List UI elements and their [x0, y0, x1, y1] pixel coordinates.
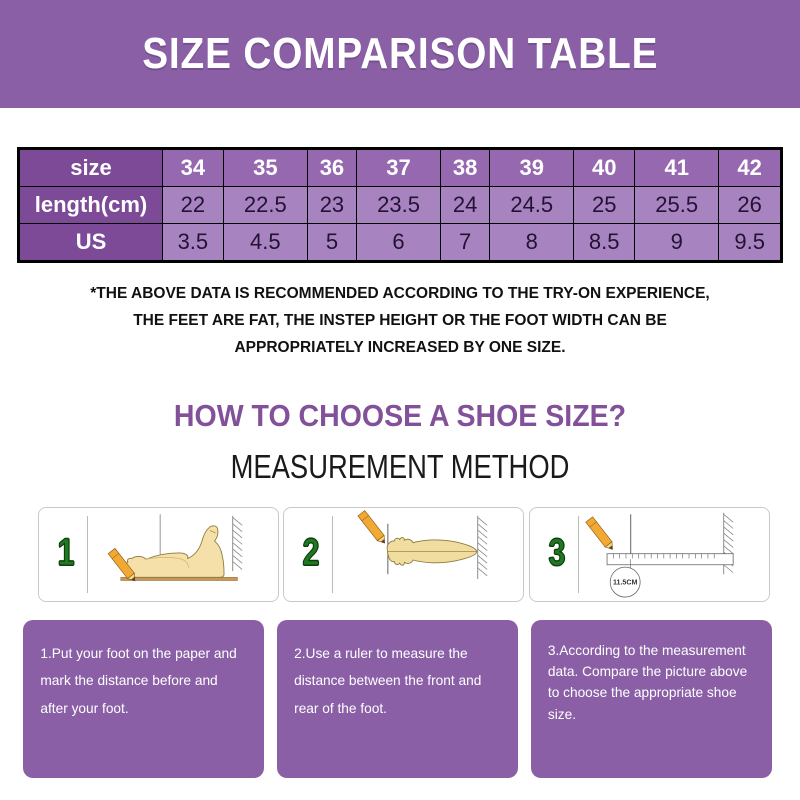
svg-text:11.5CM: 11.5CM — [612, 578, 636, 586]
